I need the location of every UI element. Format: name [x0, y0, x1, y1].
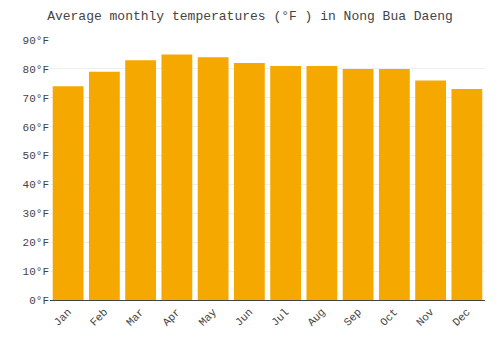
svg-text:Average monthly temperatures (: Average monthly temperatures (°F ) in No… — [47, 9, 453, 24]
svg-text:10°F: 10°F — [23, 266, 49, 278]
svg-text:Sep: Sep — [342, 306, 364, 328]
svg-text:20°F: 20°F — [23, 237, 49, 249]
svg-text:Aug: Aug — [305, 306, 327, 328]
svg-text:50°F: 50°F — [23, 150, 49, 162]
svg-text:May: May — [197, 306, 220, 329]
svg-text:70°F: 70°F — [23, 93, 49, 105]
svg-text:30°F: 30°F — [23, 208, 49, 220]
svg-text:60°F: 60°F — [23, 122, 49, 134]
svg-text:40°F: 40°F — [23, 179, 49, 191]
svg-text:Apr: Apr — [160, 306, 182, 328]
svg-text:80°F: 80°F — [23, 64, 49, 76]
svg-text:90°F: 90°F — [23, 35, 49, 47]
svg-text:Feb: Feb — [88, 306, 110, 328]
svg-text:Jun: Jun — [233, 306, 255, 328]
svg-text:0°F: 0°F — [29, 295, 49, 307]
svg-text:Dec: Dec — [450, 306, 472, 328]
svg-text:Jan: Jan — [52, 306, 74, 328]
svg-text:Jul: Jul — [269, 306, 291, 328]
svg-text:Oct: Oct — [378, 306, 400, 328]
svg-text:Nov: Nov — [414, 306, 437, 329]
svg-text:Mar: Mar — [124, 306, 146, 328]
